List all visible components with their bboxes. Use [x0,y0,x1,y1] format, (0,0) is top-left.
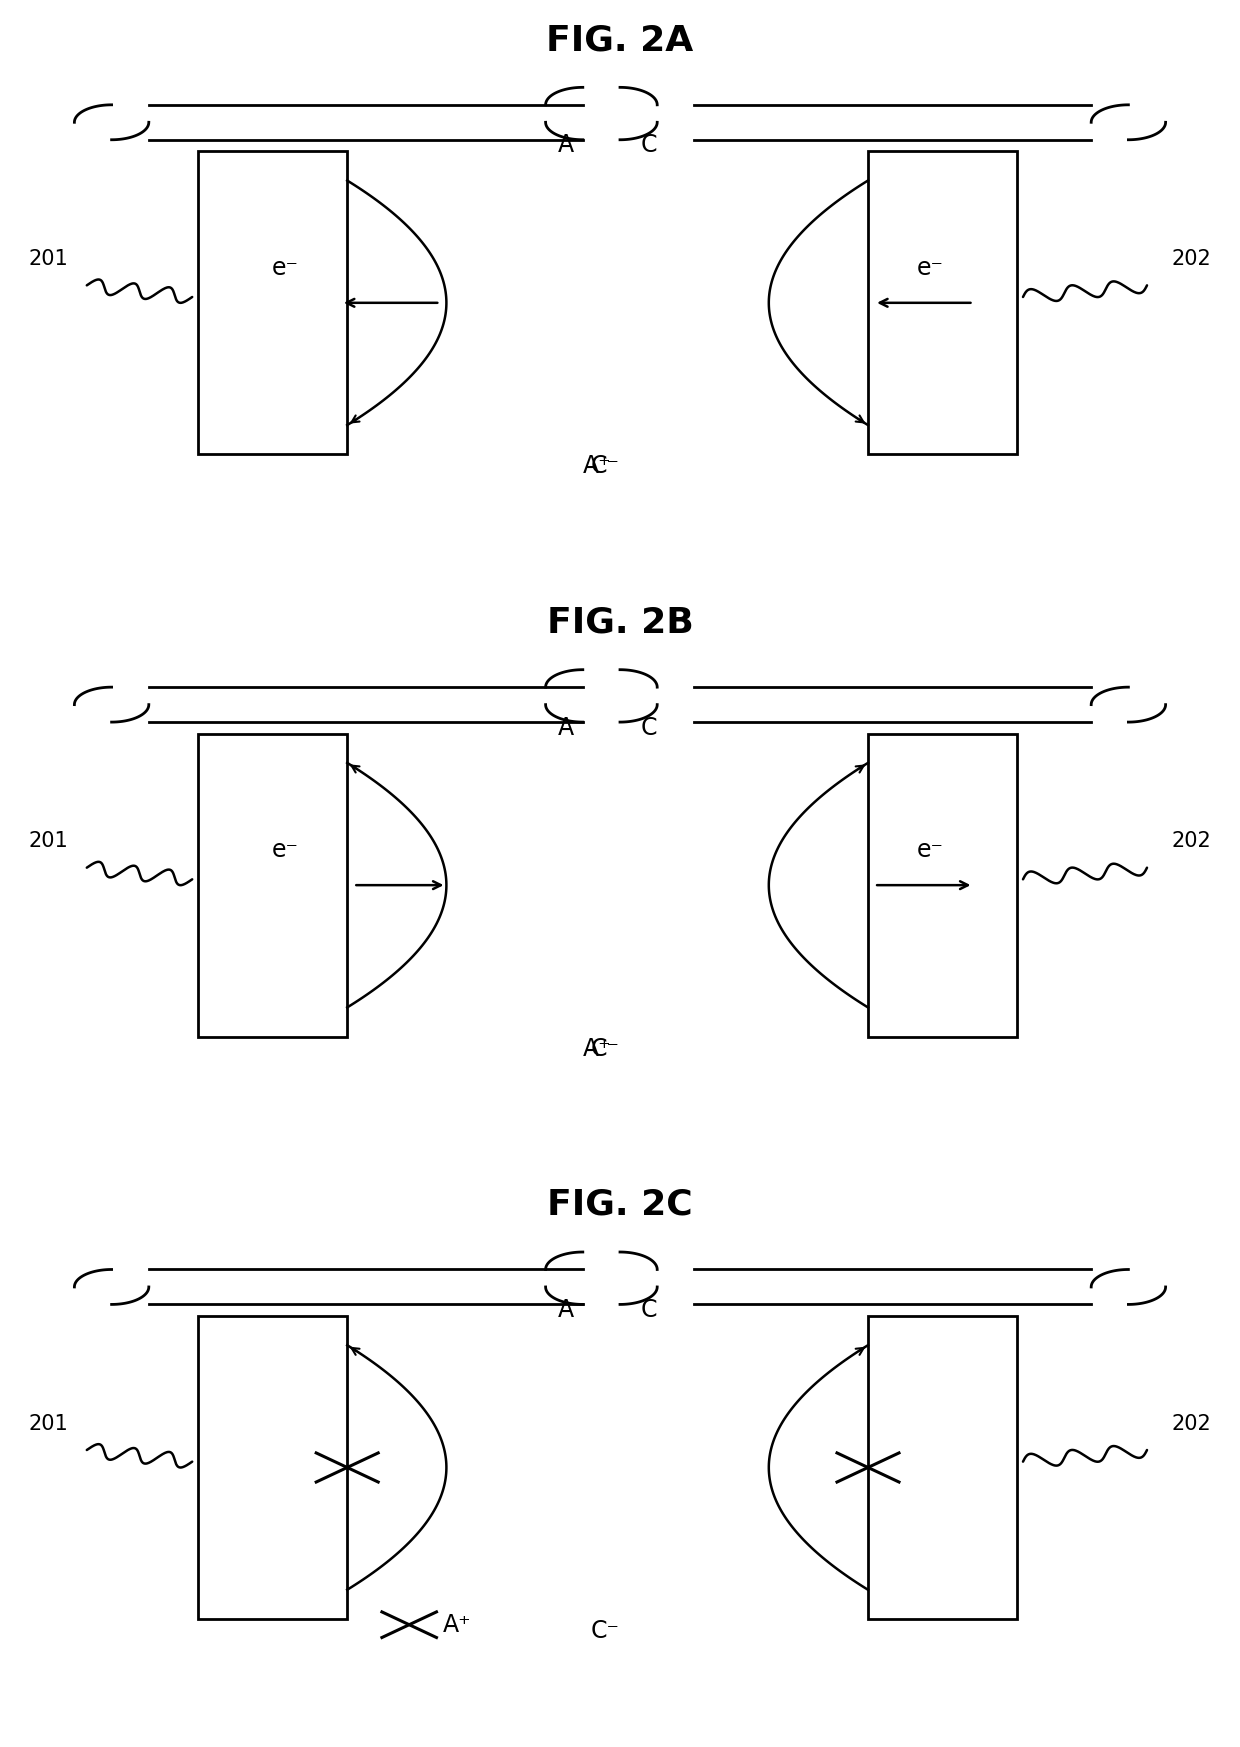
Text: C: C [641,716,657,739]
Text: e⁻: e⁻ [916,255,944,280]
Text: 201: 201 [29,250,68,269]
Bar [868,1315,1017,1619]
Text: 202: 202 [1172,1413,1211,1434]
Text: FIG. 2A: FIG. 2A [547,23,693,58]
Text: FIG. 2B: FIG. 2B [547,606,693,639]
Text: A⁺: A⁺ [583,1036,611,1060]
Text: C⁻: C⁻ [591,1036,620,1060]
Text: A⁺: A⁺ [583,454,611,479]
Bar [868,734,1017,1036]
Text: FIG. 2C: FIG. 2C [547,1188,693,1221]
Text: e⁻: e⁻ [916,839,944,863]
Text: A: A [558,133,574,157]
Text: 202: 202 [1172,832,1211,851]
Bar [198,152,347,454]
Text: e⁻: e⁻ [272,255,299,280]
Bar [198,734,347,1036]
Bar [868,152,1017,454]
Text: C: C [641,133,657,157]
Text: 201: 201 [29,1413,68,1434]
Text: 202: 202 [1172,250,1211,269]
Bar [198,1315,347,1619]
Text: C⁻: C⁻ [591,454,620,479]
Text: A: A [558,1298,574,1322]
Text: e⁻: e⁻ [272,839,299,863]
Text: A⁺: A⁺ [443,1612,471,1637]
Text: C: C [641,1298,657,1322]
Text: 201: 201 [29,832,68,851]
Text: C⁻: C⁻ [591,1619,620,1642]
Text: A: A [558,716,574,739]
